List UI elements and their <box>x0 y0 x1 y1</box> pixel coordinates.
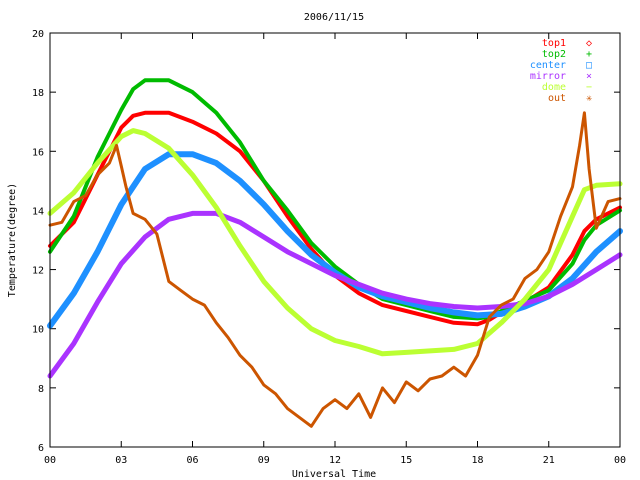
series-line-center <box>47 151 623 329</box>
y-tick-label: 12 <box>32 266 44 277</box>
legend-marker-top2-icon: + <box>586 49 592 60</box>
legend-label-top2: top2 <box>542 49 566 60</box>
legend-label-top1: top1 <box>542 38 566 49</box>
y-tick-label: 14 <box>32 206 44 217</box>
y-tick-label: 16 <box>32 147 44 158</box>
x-tick-label: 09 <box>258 455 270 466</box>
legend-label-out: out <box>548 93 566 104</box>
x-tick-label: 21 <box>543 455 555 466</box>
x-tick-label: 00 <box>44 455 56 466</box>
legend-marker-top1-icon: ◇ <box>586 38 592 49</box>
legend: top1 ◇ top2 + center □ mirror × dome − out ✳ <box>530 38 592 104</box>
x-axis-label: Universal Time <box>292 469 376 480</box>
y-tick-label: 6 <box>38 443 44 454</box>
x-tick-label: 06 <box>186 455 198 466</box>
y-tick-label: 10 <box>32 325 44 336</box>
series-line-mirror <box>47 210 623 379</box>
x-tick-label: 03 <box>115 455 127 466</box>
legend-label-center: center <box>530 60 566 71</box>
series-line-top1 <box>48 110 622 327</box>
legend-marker-dome-icon: − <box>586 82 592 93</box>
x-tick-label: 15 <box>400 455 412 466</box>
x-tick-label: 00 <box>614 455 626 466</box>
y-tick-label: 18 <box>32 88 44 99</box>
chart-title: 2006/11/15 <box>304 12 364 23</box>
y-axis-label: Temperature(degree) <box>7 183 18 297</box>
legend-marker-mirror-icon: × <box>586 71 592 82</box>
series-line-dome <box>47 128 623 357</box>
legend-marker-center-icon: □ <box>586 60 592 71</box>
series-line-out <box>48 111 622 428</box>
y-tick-label: 8 <box>38 384 44 395</box>
series-layer <box>47 78 623 428</box>
series-line-top2 <box>48 78 622 321</box>
legend-label-mirror: mirror <box>530 71 566 82</box>
x-tick-label: 12 <box>329 455 341 466</box>
y-tick-label: 20 <box>32 29 44 40</box>
plot-frame <box>49 32 621 448</box>
legend-label-dome: dome <box>542 82 566 93</box>
legend-marker-out-icon: ✳ <box>586 93 592 104</box>
x-tick-label: 18 <box>471 455 483 466</box>
